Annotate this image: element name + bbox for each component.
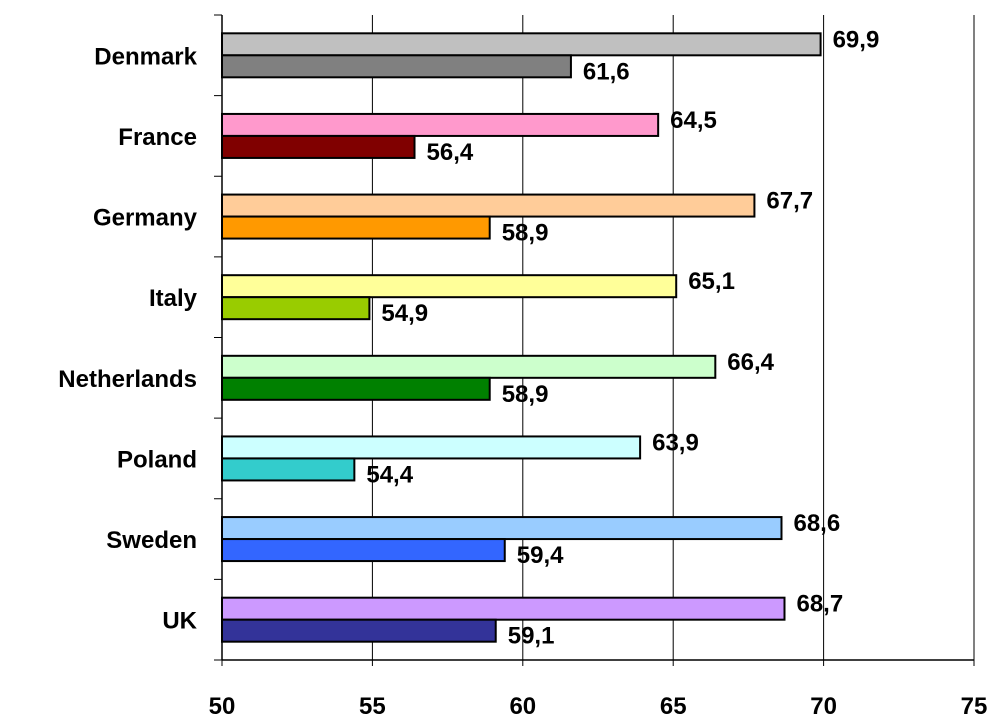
bar-lower: [221, 376, 491, 401]
bar-upper: [221, 435, 642, 460]
data-label: 69,9: [833, 26, 880, 53]
bar-lower: [221, 296, 371, 321]
bar-lower: [221, 538, 506, 563]
data-label: 56,4: [427, 139, 474, 166]
category-label: Germany: [93, 205, 198, 232]
data-label: 58,9: [502, 220, 549, 247]
bar-upper: [221, 516, 783, 541]
category-label: Italy: [149, 285, 198, 312]
category-label: France: [118, 124, 197, 151]
x-tick-label: 60: [509, 693, 536, 720]
bar-upper: [221, 112, 660, 137]
data-label: 67,7: [766, 188, 813, 215]
x-tick-label: 50: [209, 693, 236, 720]
bar-upper: [221, 274, 678, 299]
bar-upper: [221, 596, 786, 621]
data-label: 54,4: [366, 461, 413, 488]
x-tick-label: 70: [810, 693, 837, 720]
category-label: Netherlands: [58, 366, 197, 393]
bars: [221, 32, 822, 643]
x-tick-label: 75: [961, 693, 988, 720]
category-label: UK: [162, 608, 197, 635]
labels: 50 55 60 65 70 75 Denmark 69,9 61,6 France 64,5 56,…: [58, 26, 987, 720]
bar-upper: [221, 193, 756, 218]
data-label: 58,9: [502, 381, 549, 408]
data-label: 64,5: [670, 107, 717, 134]
axes: [214, 14, 975, 666]
bar-lower: [221, 134, 416, 159]
data-label: 68,7: [796, 591, 843, 618]
category-label: Denmark: [94, 43, 197, 70]
category-label: Sweden: [106, 527, 197, 554]
bar-upper: [221, 32, 822, 57]
x-tick-label: 55: [359, 693, 386, 720]
category-label: Poland: [117, 446, 197, 473]
bar-lower: [221, 215, 491, 240]
data-label: 65,1: [688, 268, 735, 295]
data-label: 59,4: [517, 542, 564, 569]
data-label: 54,9: [381, 300, 428, 327]
bar-lower: [221, 54, 572, 79]
data-label: 59,1: [508, 623, 555, 650]
bar-lower: [221, 457, 356, 482]
bar-lower: [221, 618, 497, 643]
bar-upper: [221, 354, 717, 379]
data-label: 61,6: [583, 58, 630, 85]
x-tick-label: 65: [660, 693, 687, 720]
data-label: 63,9: [652, 429, 699, 456]
data-label: 68,6: [793, 510, 840, 537]
data-label: 66,4: [727, 349, 774, 376]
